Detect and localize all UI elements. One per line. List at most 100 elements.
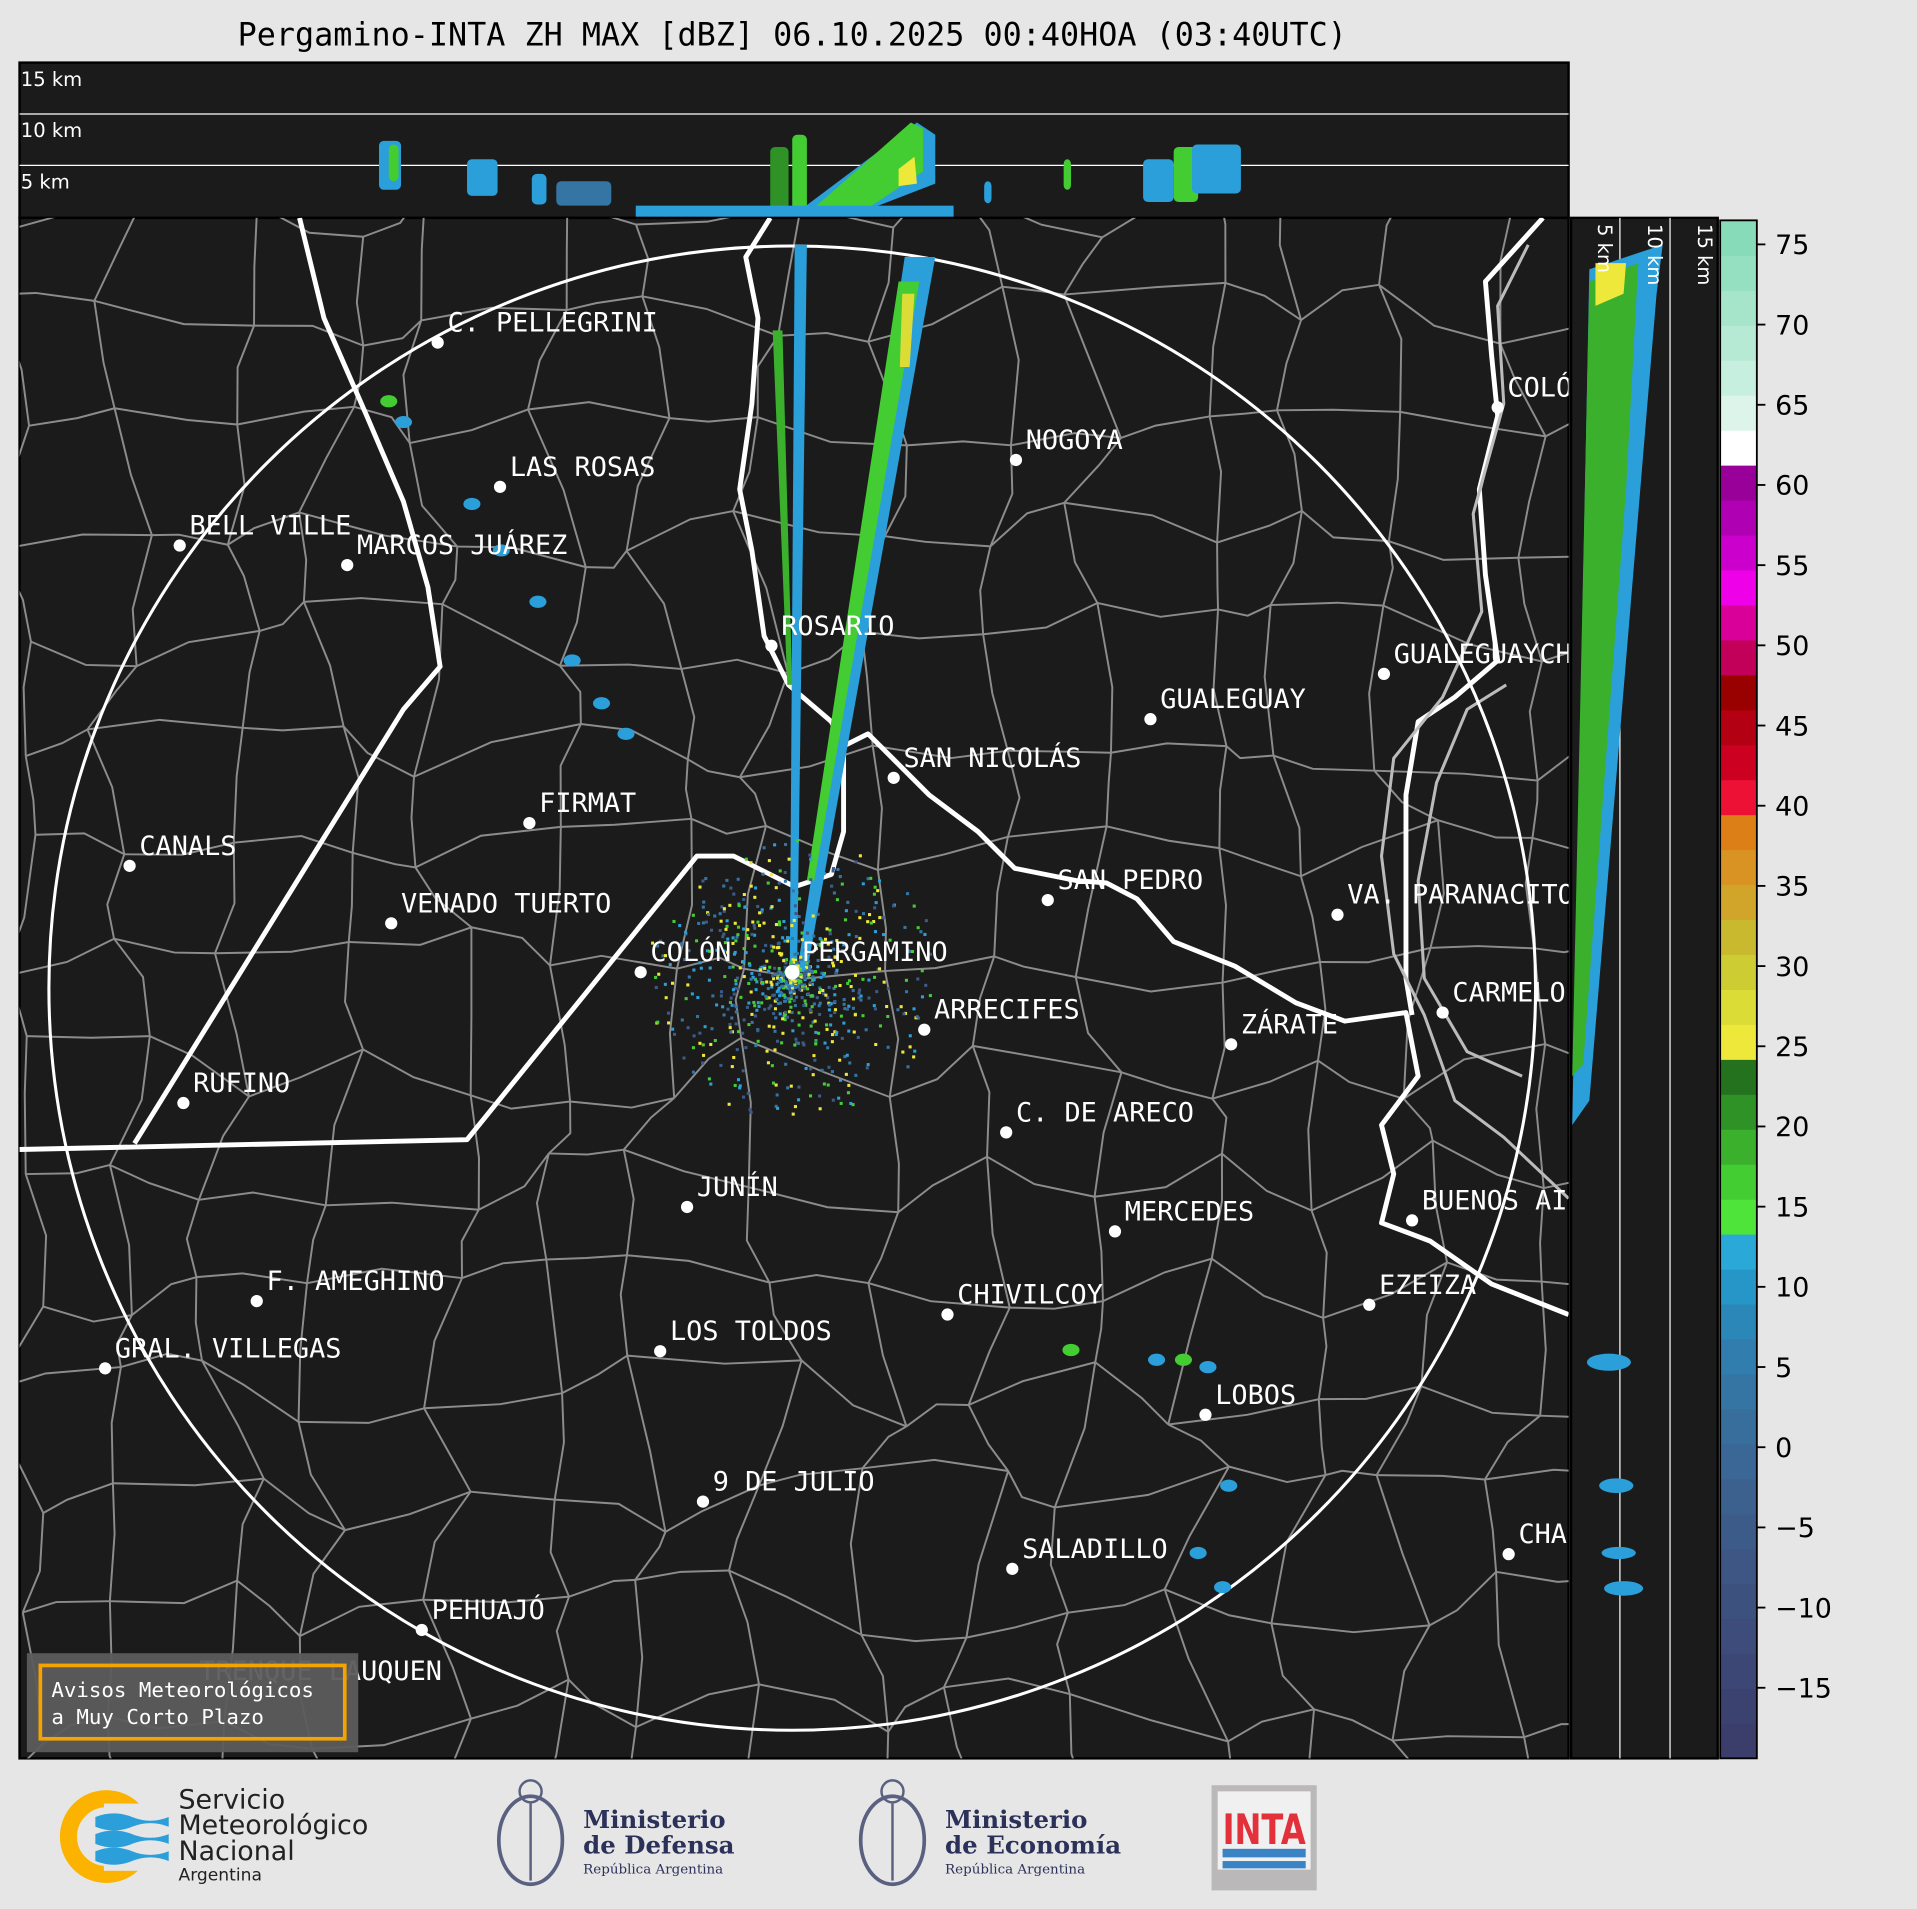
- clutter-pixel: [798, 972, 802, 976]
- clutter-pixel: [812, 978, 816, 982]
- county-boundary: [469, 1095, 480, 1210]
- clutter-pixel: [830, 1070, 834, 1074]
- county-boundary: [1216, 509, 1303, 544]
- clutter-pixel: [789, 994, 793, 998]
- county-boundary: [1378, 284, 1501, 345]
- county-boundary: [1228, 1465, 1326, 1484]
- county-boundary: [1164, 1588, 1272, 1625]
- economia-line3: República Argentina: [945, 1862, 1085, 1877]
- clutter-pixel: [697, 921, 701, 925]
- logo-inta: INTA: [1211, 1785, 1317, 1891]
- county-boundary: [1217, 604, 1272, 617]
- clutter-pixel: [872, 1004, 876, 1008]
- clutter-pixel: [838, 875, 842, 879]
- clutter-pixel: [835, 1031, 839, 1035]
- clutter-pixel: [803, 999, 807, 1003]
- city-dot: [385, 917, 398, 930]
- city-label: VENADO TUERTO: [401, 888, 611, 919]
- clutter-pixel: [802, 1043, 806, 1047]
- city-dot: [1225, 1038, 1238, 1051]
- top-echo: [806, 122, 924, 215]
- city-label: MARCOS JUÁREZ: [357, 529, 567, 561]
- clutter-pixel: [843, 1007, 847, 1011]
- clutter-pixel: [851, 1103, 855, 1107]
- clutter-pixel: [811, 975, 815, 979]
- clutter-pixel: [882, 980, 886, 984]
- clutter-pixel: [814, 1042, 818, 1046]
- county-boundary: [1276, 319, 1302, 411]
- clutter-pixel: [757, 1004, 761, 1008]
- clutter-pixel: [742, 1095, 746, 1099]
- clutter-pixel: [830, 884, 834, 888]
- clutter-pixel: [668, 963, 672, 967]
- clutter-pixel: [753, 1004, 757, 1008]
- county-boundary: [664, 1484, 760, 1533]
- city-label: COLÓN: [650, 936, 731, 968]
- clutter-pixel: [702, 900, 706, 904]
- clutter-pixel: [749, 990, 753, 994]
- clutter-pixel: [725, 878, 729, 882]
- colorbar-segment: [1720, 814, 1757, 851]
- county-boundary: [888, 1096, 900, 1213]
- city-gral-villegas: GRAL. VILLEGAS: [99, 1333, 341, 1375]
- county-boundary: [1094, 1301, 1104, 1363]
- clutter-pixel: [749, 1110, 753, 1114]
- county-boundary: [478, 1152, 550, 1211]
- clutter-pixel: [771, 1081, 776, 1085]
- clutter-pixel: [773, 973, 777, 977]
- county-boundary: [410, 776, 417, 868]
- colorbar-segment: [1720, 465, 1757, 501]
- county-boundary: [303, 597, 443, 606]
- clutter-pixel: [811, 994, 815, 998]
- county-boundary: [22, 641, 32, 757]
- clutter-pixel: [798, 964, 802, 968]
- county-boundary: [634, 1531, 667, 1581]
- clutter-pixel: [765, 1049, 769, 1053]
- clutter-pixel: [730, 1016, 734, 1020]
- colorbar-segment: [1720, 1478, 1757, 1515]
- county-boundary: [897, 1155, 988, 1213]
- clutter-pixel: [678, 923, 682, 928]
- county-boundary: [641, 296, 671, 419]
- county-boundary: [634, 1569, 729, 1581]
- clutter-pixel: [832, 947, 836, 951]
- clutter-pixel: [752, 923, 756, 927]
- city-marcos-ju-rez: MARCOS JUÁREZ: [341, 529, 567, 572]
- clutter-pixel: [809, 1067, 813, 1071]
- clutter-pixel: [846, 1091, 850, 1095]
- clutter-pixel: [778, 977, 782, 981]
- clutter-pixel: [736, 877, 740, 881]
- county-boundary: [1094, 1361, 1169, 1426]
- side-height-label-15km: 15 km: [1693, 224, 1716, 285]
- clutter-pixel: [735, 1048, 739, 1052]
- clutter-pixel: [827, 1008, 831, 1012]
- county-boundary: [86, 665, 138, 731]
- clutter-pixel: [770, 983, 774, 987]
- clutter-pixel: [719, 994, 723, 998]
- clutter-pixel: [713, 914, 717, 918]
- county-boundary: [549, 826, 562, 966]
- clutter-pixel: [789, 960, 793, 964]
- county-boundary: [889, 1045, 974, 1098]
- county-boundary: [1102, 1257, 1213, 1303]
- county-boundary: [131, 534, 153, 667]
- county-boundary: [106, 853, 126, 939]
- clutter-pixel: [755, 1008, 759, 1012]
- warning-box[interactable]: Avisos Meteorológicos a Muy Corto Plazo: [26, 1653, 359, 1753]
- side-echo: [1599, 1478, 1634, 1494]
- clutter-pixel: [854, 935, 858, 939]
- clutter-pixel: [899, 1005, 903, 1009]
- clutter-pixel: [759, 968, 763, 972]
- county-boundary: [362, 1048, 471, 1097]
- clutter-pixel: [791, 958, 795, 962]
- city-col-n: COLÓN: [1491, 371, 1569, 414]
- county-boundary: [967, 1404, 1009, 1472]
- county-boundary: [906, 440, 1012, 447]
- height-label-15km: 15 km: [21, 68, 82, 91]
- clutter-pixel: [734, 1022, 738, 1026]
- top-echo: [467, 159, 498, 196]
- clutter-pixel: [801, 1031, 805, 1035]
- clutter-pixel: [847, 933, 851, 937]
- clutter-pixel: [799, 982, 803, 986]
